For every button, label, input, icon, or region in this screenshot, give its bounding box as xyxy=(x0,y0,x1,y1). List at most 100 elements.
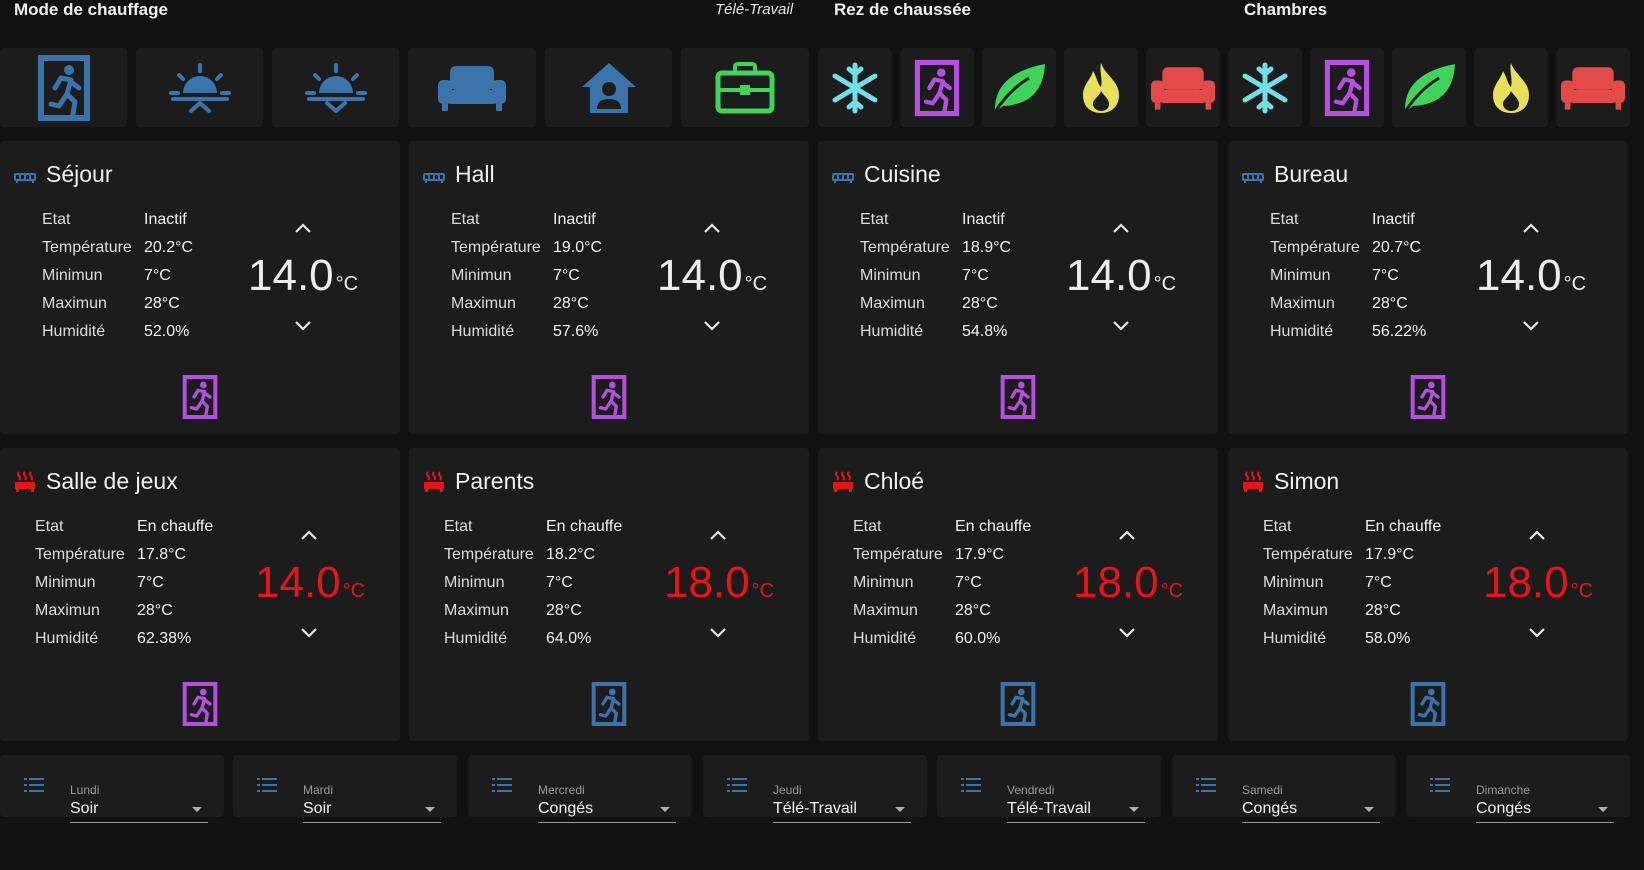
bedrooms-frost-button[interactable] xyxy=(1228,48,1302,127)
attr-label: Minimun xyxy=(1270,267,1331,284)
dropdown-caret-icon[interactable] xyxy=(660,807,670,812)
schedule-select-3[interactable]: Jeudi Télé-Travail xyxy=(703,755,927,823)
schedule-select-1[interactable]: Mardi Soir xyxy=(233,755,457,823)
attr-label: Humidité xyxy=(853,630,917,647)
setpoint-unit: °C xyxy=(751,580,775,602)
setpoint-down-button[interactable] xyxy=(297,624,321,640)
setpoint-up-button[interactable] xyxy=(1115,528,1139,544)
thermostat-card: Chloé Etat En chauffe Température 17.9°C Mini… xyxy=(818,448,1218,741)
schedule-select-0[interactable]: Lundi Soir xyxy=(0,755,224,823)
preset-button[interactable] xyxy=(0,681,400,727)
sofa-icon xyxy=(1561,66,1625,110)
attr-state: Etat En chauffe xyxy=(444,513,622,541)
day-value[interactable]: Soir xyxy=(303,800,332,817)
bedrooms-away-button[interactable] xyxy=(1310,48,1384,127)
bedrooms-comfort-button[interactable] xyxy=(1474,48,1548,127)
preset-button[interactable] xyxy=(818,374,1218,420)
setpoint-down-button[interactable] xyxy=(1109,317,1133,333)
schedule-select-4[interactable]: Vendredi Télé-Travail xyxy=(937,755,1161,823)
attribute-list: Etat En chauffe Température 17.9°C Minimun 7°… xyxy=(853,513,1031,653)
attr-minimum: Minimun 7°C xyxy=(444,569,622,597)
attr-value: 7°C xyxy=(955,574,982,591)
setpoint-up-button[interactable] xyxy=(700,221,724,237)
setpoint-up-button[interactable] xyxy=(706,528,730,544)
mode-button-away[interactable] xyxy=(0,48,127,127)
ground-comfort-button[interactable] xyxy=(1064,48,1138,127)
bedrooms-eco-button[interactable] xyxy=(1392,48,1466,127)
attr-label: Humidité xyxy=(35,630,99,647)
attr-state: Etat Inactif xyxy=(451,206,602,234)
setpoint-up-button[interactable] xyxy=(297,528,321,544)
dropdown-caret-icon[interactable] xyxy=(1598,807,1608,812)
day-value[interactable]: Congés xyxy=(1242,800,1298,817)
setpoint-down-button[interactable] xyxy=(706,624,730,640)
radiator-icon xyxy=(832,172,854,183)
ground-frost-button[interactable] xyxy=(818,48,892,127)
schedule-select-6[interactable]: Dimanche Congés xyxy=(1406,755,1630,823)
setpoint-down-button[interactable] xyxy=(1115,624,1139,640)
attr-value: 17.8°C xyxy=(137,546,187,563)
attr-label: Etat xyxy=(451,211,480,228)
attr-label: Maximun xyxy=(1270,295,1335,312)
day-value[interactable]: Congés xyxy=(1476,800,1532,817)
sofa-icon xyxy=(438,65,506,111)
bedrooms-sofa-button[interactable] xyxy=(1556,48,1630,127)
preset-button[interactable] xyxy=(409,374,809,420)
ground-sofa-button[interactable] xyxy=(1146,48,1220,127)
leaf-icon xyxy=(1403,63,1455,113)
preset-button[interactable] xyxy=(0,374,400,420)
preset-button[interactable] xyxy=(1228,681,1628,727)
attr-label: Humidité xyxy=(451,323,515,340)
mode-button-morning[interactable] xyxy=(136,48,263,127)
mode-button-evening[interactable] xyxy=(272,48,399,127)
setpoint-down-button[interactable] xyxy=(1519,317,1543,333)
mode-button-holiday[interactable] xyxy=(408,48,536,127)
attr-value: 64.0% xyxy=(546,630,592,647)
preset-button[interactable] xyxy=(409,681,809,727)
attr-value: 17.9°C xyxy=(1365,546,1415,563)
dropdown-caret-icon[interactable] xyxy=(895,807,905,812)
ground-away-button[interactable] xyxy=(900,48,974,127)
mode-button-telework[interactable] xyxy=(681,48,809,127)
attr-label: Humidité xyxy=(860,323,924,340)
setpoint-down-button[interactable] xyxy=(291,317,315,333)
schedule-select-5[interactable]: Samedi Congés xyxy=(1172,755,1396,823)
attr-label: Température xyxy=(451,239,541,256)
setpoint-down-button[interactable] xyxy=(700,317,724,333)
day-value[interactable]: Soir xyxy=(70,800,99,817)
attr-value: 62.38% xyxy=(137,630,192,647)
attr-label: Minimun xyxy=(444,574,505,591)
dropdown-caret-icon[interactable] xyxy=(1364,807,1374,812)
setpoint-display: 14.0 °C xyxy=(657,251,767,309)
dropdown-caret-icon[interactable] xyxy=(1129,807,1139,812)
setpoint-value: 14.0 xyxy=(1066,251,1152,300)
setpoint-up-button[interactable] xyxy=(1109,221,1133,237)
attr-value: 56.22% xyxy=(1372,323,1427,340)
attr-value: Inactif xyxy=(1372,211,1415,228)
preset-button[interactable] xyxy=(818,681,1218,727)
setpoint-up-button[interactable] xyxy=(1519,221,1543,237)
attr-label: Humidité xyxy=(444,630,508,647)
room-name: Cuisine xyxy=(864,161,941,187)
attr-humidity: Humidité 54.8% xyxy=(860,318,1011,346)
dropdown-caret-icon[interactable] xyxy=(192,807,202,812)
dropdown-caret-icon[interactable] xyxy=(425,807,435,812)
preset-button[interactable] xyxy=(1228,374,1628,420)
setpoint-down-button[interactable] xyxy=(1525,624,1549,640)
room-name: Parents xyxy=(455,468,535,494)
day-value[interactable]: Congés xyxy=(538,800,594,817)
attr-label: Etat xyxy=(42,211,71,228)
mode-button-home[interactable] xyxy=(545,48,672,127)
schedule-select-2[interactable]: Mercredi Congés xyxy=(468,755,692,823)
radiator-icon xyxy=(14,172,36,183)
ground-eco-button[interactable] xyxy=(982,48,1056,127)
exit-run-icon xyxy=(591,682,627,726)
day-value[interactable]: Télé-Travail xyxy=(773,800,857,817)
card-title: Chloé xyxy=(832,468,924,495)
setpoint-up-button[interactable] xyxy=(1525,528,1549,544)
day-value[interactable]: Télé-Travail xyxy=(1007,800,1091,817)
briefcase-icon xyxy=(715,61,775,113)
card-title: Simon xyxy=(1242,468,1339,495)
setpoint-up-button[interactable] xyxy=(291,221,315,237)
room-name: Salle de jeux xyxy=(46,468,178,494)
